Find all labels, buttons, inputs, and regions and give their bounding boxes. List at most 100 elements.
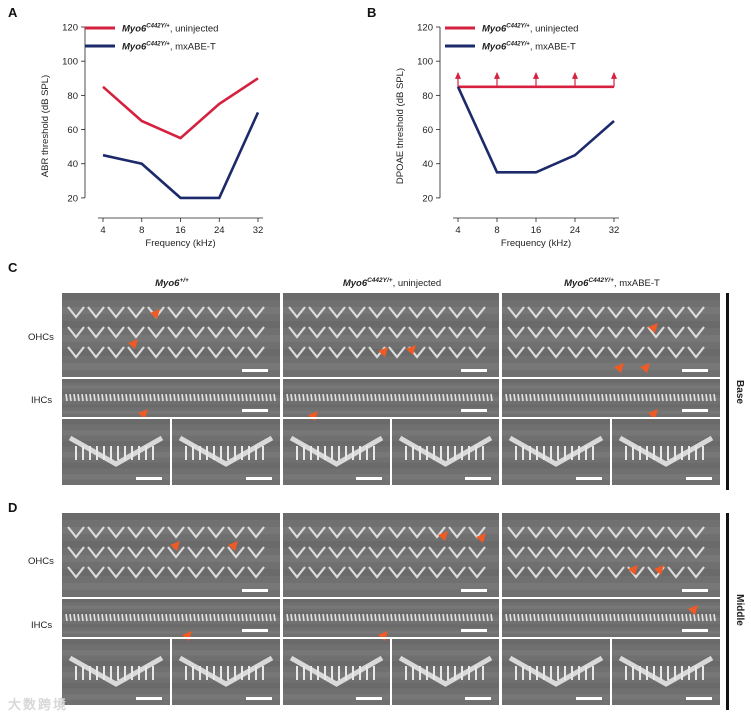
stereocilia <box>561 393 564 402</box>
sem-texture <box>283 599 499 603</box>
region-label-middle: Middle <box>734 594 745 626</box>
stereocilia <box>322 613 325 622</box>
hair-bundle <box>368 326 386 339</box>
stereocilia <box>509 613 512 622</box>
hair-bundle <box>408 306 426 319</box>
sem-texture <box>612 694 720 700</box>
stereocilia <box>573 613 576 622</box>
y-tick-label: 60 <box>67 125 78 136</box>
stereocilia <box>153 613 156 622</box>
stereocilia <box>585 613 588 622</box>
sem-texture <box>502 293 720 300</box>
hair-bundle <box>428 546 446 559</box>
hair-bundle <box>507 346 525 359</box>
y-tick-label: 120 <box>417 23 433 34</box>
hair-bundle <box>167 546 185 559</box>
hair-bundle <box>247 326 265 339</box>
ihc-micrograph <box>502 379 720 417</box>
hair-bundle <box>527 306 545 319</box>
stereocilia <box>410 393 413 402</box>
hair-bundle <box>468 346 486 359</box>
panel-letter-d: D <box>8 500 17 515</box>
stereocilia <box>298 613 301 622</box>
hair-bundle <box>627 306 645 319</box>
hair-bundle <box>687 566 705 579</box>
stereocilia <box>193 393 196 402</box>
hair-bundle <box>87 546 105 559</box>
hair-bundle <box>87 526 105 539</box>
stereocilia <box>286 393 289 402</box>
hair-bundle <box>207 546 225 559</box>
above-max-arrow-head <box>611 71 617 79</box>
stereocilia <box>69 393 72 402</box>
hair-bundle <box>127 306 145 319</box>
hair-bundle <box>127 546 145 559</box>
stereocilia <box>601 613 604 622</box>
stereocilia <box>306 393 309 402</box>
ohc-micrograph <box>502 513 720 597</box>
stereocilia <box>533 393 536 402</box>
sem-texture <box>612 639 720 645</box>
stereocilia <box>217 613 220 622</box>
ohc-arrow <box>640 363 650 373</box>
stereocilia <box>177 613 180 622</box>
stereocilia <box>685 613 688 622</box>
hair-bundle <box>428 326 446 339</box>
sem-texture <box>283 379 499 383</box>
hair-bundle <box>448 326 466 339</box>
ohc-arrow <box>654 565 664 575</box>
sem-texture <box>62 379 280 383</box>
stereocilia <box>486 393 489 402</box>
sem-texture <box>502 335 720 342</box>
zoom-micrograph-right <box>392 639 499 705</box>
series-line-mxabe <box>456 86 615 174</box>
stereocilia <box>294 613 297 622</box>
stereocilia <box>677 393 680 402</box>
stereocilia <box>589 393 592 402</box>
stereocilia <box>505 613 508 622</box>
stereocilia <box>386 613 389 622</box>
sem-texture <box>62 639 170 645</box>
hair-bundle <box>507 566 525 579</box>
stereocilia <box>253 613 256 622</box>
scale-bar <box>242 589 268 592</box>
stereocilia <box>525 613 528 622</box>
scale-bar <box>682 589 708 592</box>
ihc-arrow <box>688 605 698 615</box>
hair-bundle <box>207 526 225 539</box>
stereocilia <box>330 613 333 622</box>
stereocilia <box>561 613 564 622</box>
stereocilia <box>490 613 493 622</box>
stereocilia <box>145 393 148 402</box>
stereocilia <box>173 393 176 402</box>
stereocilia <box>382 613 385 622</box>
stereocilia <box>657 613 660 622</box>
hair-bundle <box>547 326 565 339</box>
stereocilia <box>366 613 369 622</box>
hair-bundle <box>468 326 486 339</box>
stereocilia <box>474 393 477 402</box>
stereocilia <box>565 613 568 622</box>
sem-texture <box>283 639 390 645</box>
panel-letter-c: C <box>8 260 18 275</box>
stereocilia <box>557 613 560 622</box>
stereocilia <box>354 393 357 402</box>
stereocilia <box>125 393 128 402</box>
stereocilia <box>713 393 716 402</box>
stereocilia <box>189 393 192 402</box>
stereocilia <box>165 613 168 622</box>
x-tick-label: 16 <box>531 225 542 236</box>
hair-bundle <box>247 306 265 319</box>
stereocilia <box>402 393 405 402</box>
hair-bundle <box>127 526 145 539</box>
hair-bundle <box>87 326 105 339</box>
sem-texture <box>62 321 280 328</box>
stereocilia <box>362 393 365 402</box>
stereocilia <box>181 393 184 402</box>
sem-texture <box>283 555 499 562</box>
hair-bundle <box>288 306 306 319</box>
stereocilia <box>645 393 648 402</box>
column-header-uninjected: Myo6C442Y/+, uninjected <box>343 277 441 289</box>
hair-bundle <box>587 546 605 559</box>
sem-texture <box>62 385 280 389</box>
